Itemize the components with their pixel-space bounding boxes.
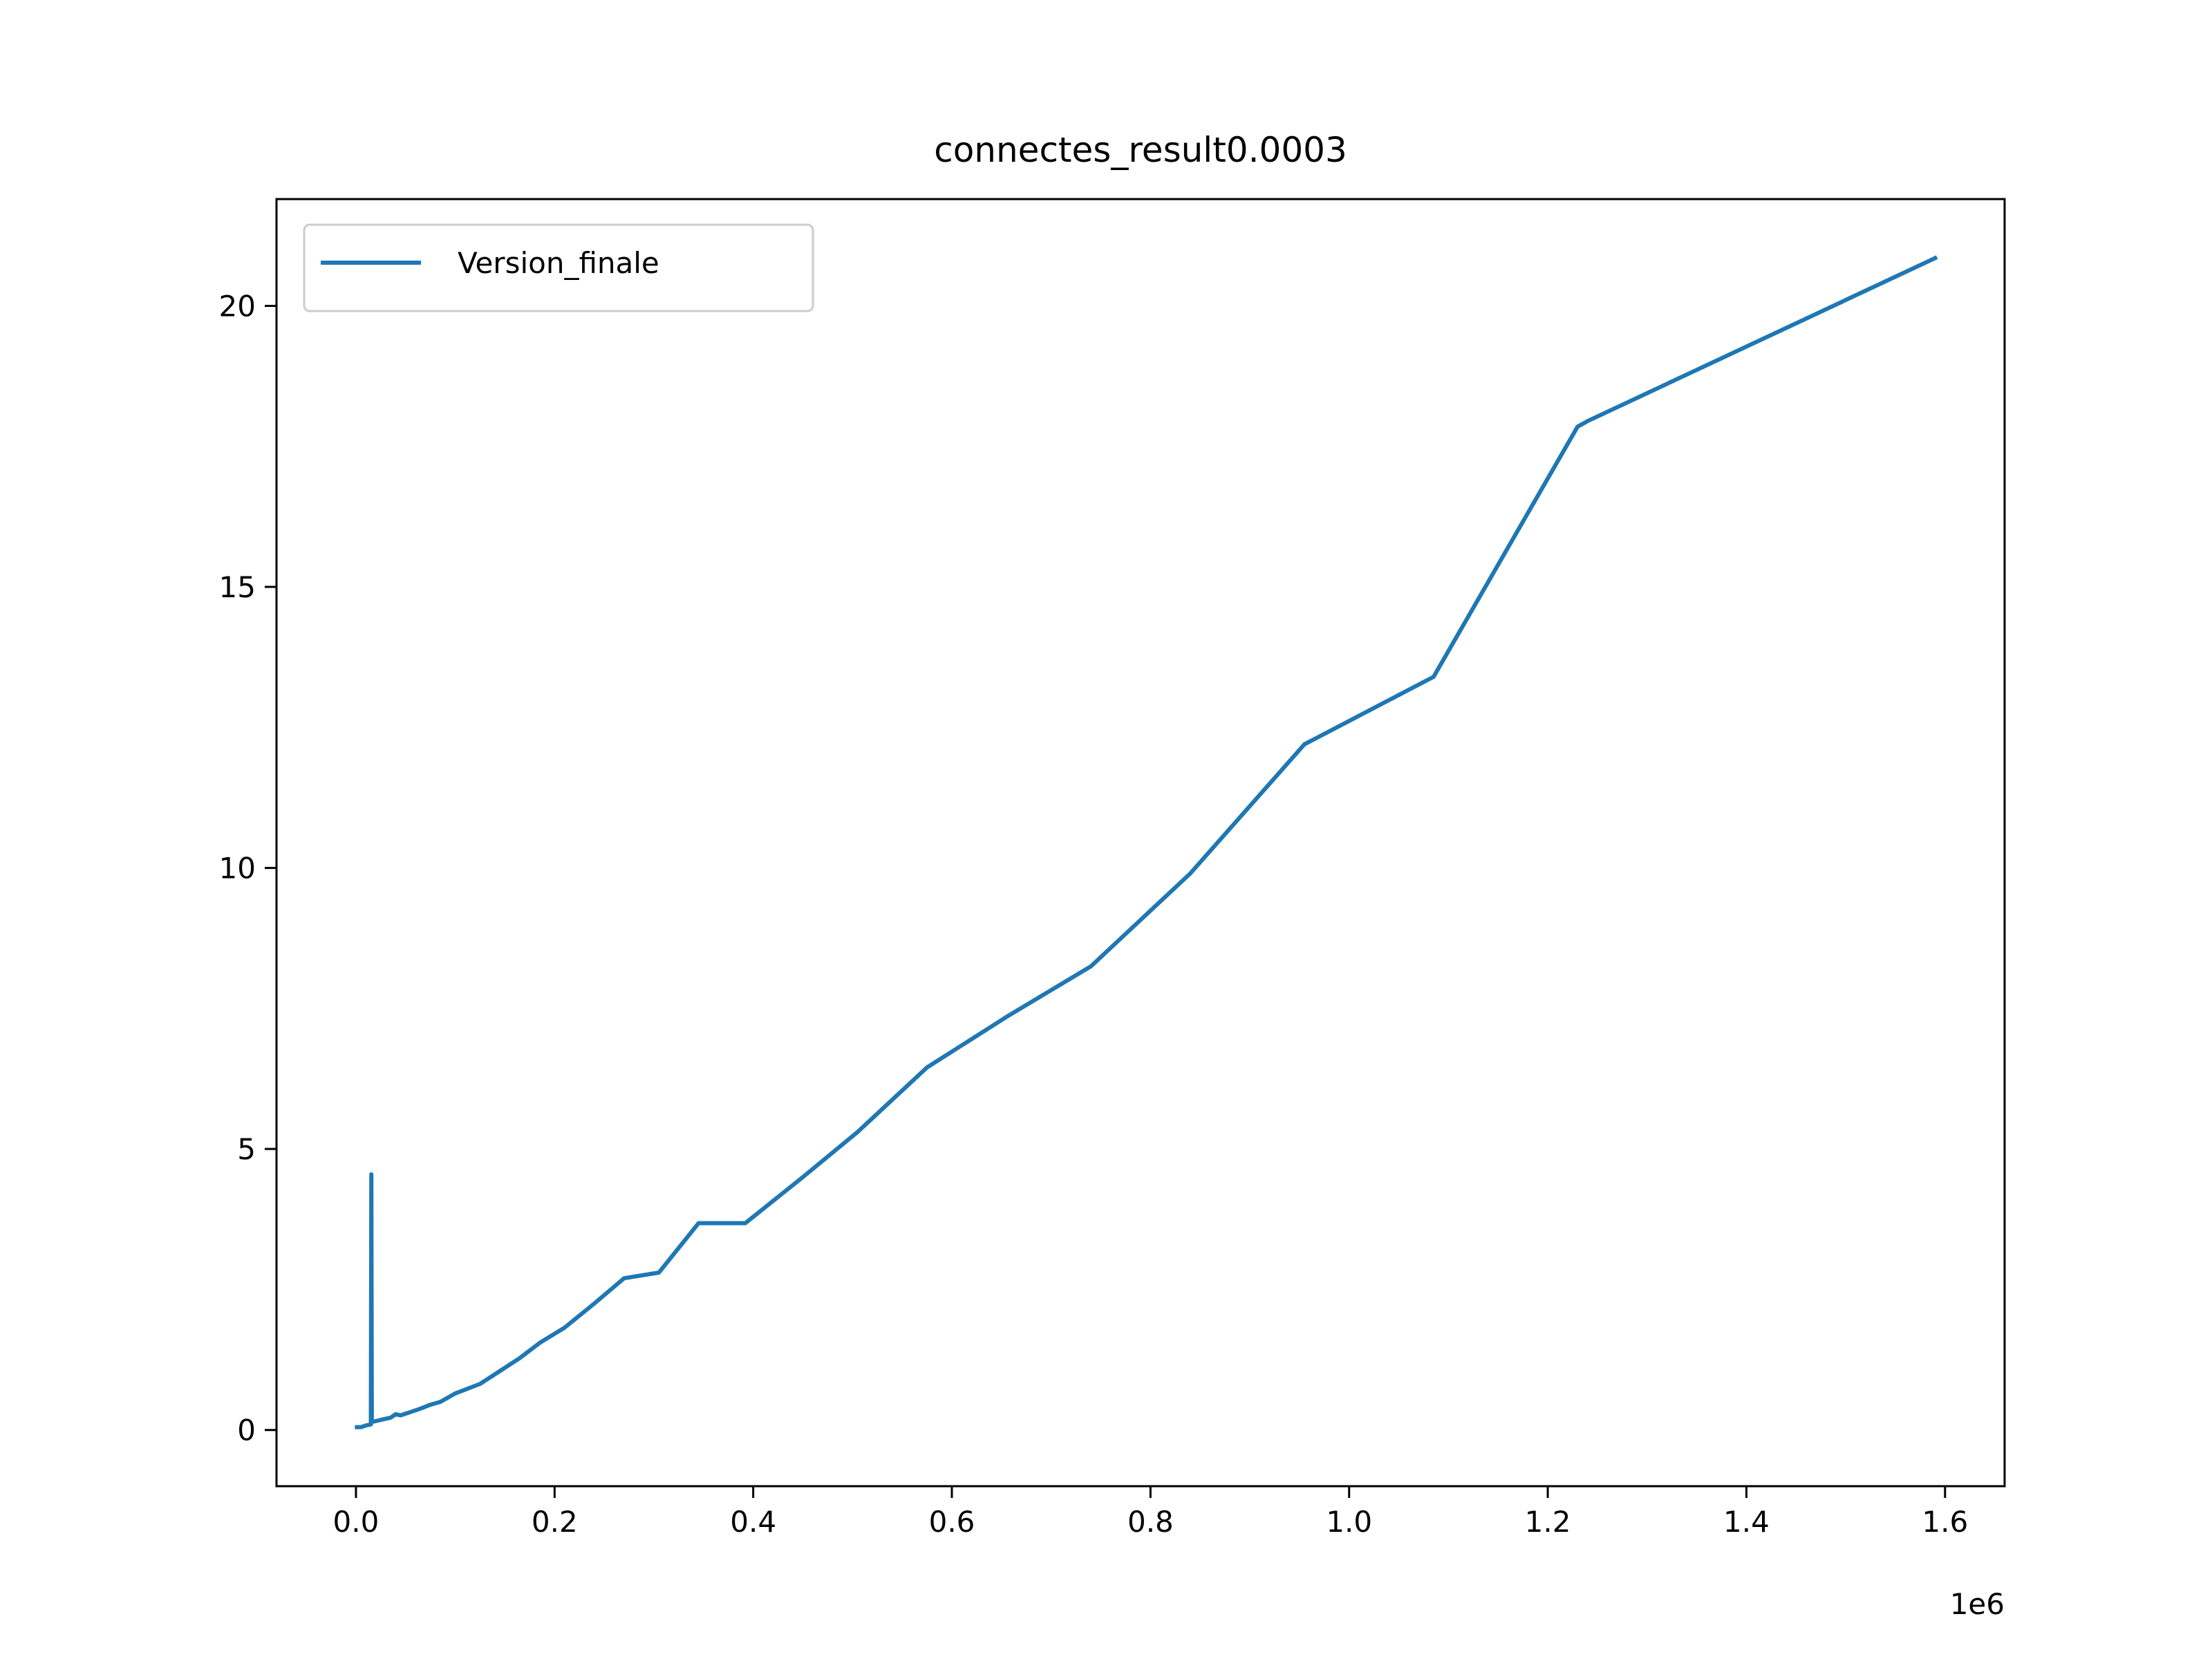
x-tick-label: 0.6 bbox=[929, 1505, 975, 1539]
x-tick-label: 0.2 bbox=[532, 1505, 578, 1539]
y-tick-label: 10 bbox=[219, 852, 256, 885]
y-tick-label: 20 bbox=[219, 289, 256, 323]
y-tick-label: 5 bbox=[237, 1132, 256, 1166]
x-tick-label: 0.0 bbox=[333, 1505, 379, 1539]
chart-title: connectes_result0.0003 bbox=[934, 130, 1347, 170]
y-axis: 0 5 10 15 20 bbox=[219, 289, 276, 1447]
legend-box bbox=[303, 223, 814, 312]
plot-frame bbox=[275, 198, 2006, 1488]
x-tick-label: 0.4 bbox=[730, 1505, 776, 1539]
x-tick-label: 1.0 bbox=[1326, 1505, 1372, 1539]
legend: Version_finale bbox=[303, 223, 814, 312]
x-tick-label: 1.2 bbox=[1525, 1505, 1571, 1539]
series-layer bbox=[355, 255, 1938, 1430]
plot-area bbox=[276, 199, 2005, 1486]
x-tick-label: 1.6 bbox=[1922, 1505, 1968, 1539]
x-axis: 0.0 0.2 0.4 0.6 0.8 1.0 1.2 1.4 1.6 bbox=[333, 1486, 1968, 1539]
series-line bbox=[355, 255, 1938, 1430]
y-tick-label: 15 bbox=[219, 570, 256, 604]
x-tick-label: 0.8 bbox=[1127, 1505, 1174, 1539]
y-tick-label: 0 bbox=[237, 1414, 256, 1447]
x-tick-label: 1.4 bbox=[1723, 1505, 1770, 1539]
x-axis-offset-label: 1e6 bbox=[1950, 1587, 2005, 1621]
legend-label: Version_finale bbox=[458, 246, 659, 280]
